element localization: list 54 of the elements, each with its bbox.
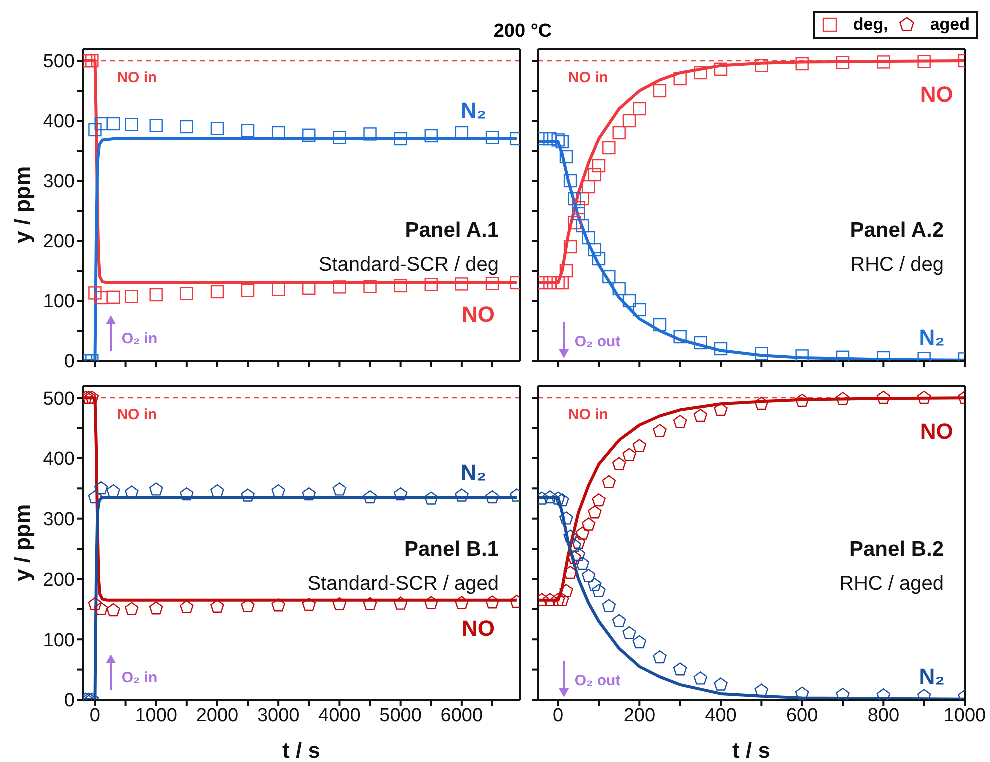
y-tick-label: 400 [43,112,75,133]
annotation: Panel B.2 [848,537,944,563]
annotation: Standard-SCR / aged [308,572,499,597]
annotation: N₂ [460,460,487,486]
y-tick-label: 0 [64,352,75,373]
annotation: NO [920,418,954,445]
annotation: N₂ [460,98,487,124]
annotation: NO [462,302,495,328]
annotation: RHC / deg [850,252,944,278]
y-tick-label: 200 [43,232,75,253]
x-tick-label: 5000 [380,705,422,726]
y-tick-label: 300 [43,172,75,193]
annotation: NO in [117,406,158,424]
y-axis-title: y / ppm [10,504,35,582]
annotation: NO in [117,70,158,87]
y-tick-label: 500 [43,388,75,410]
annotation: O₂ in [122,330,158,348]
y-tick-label: 0 [64,690,75,712]
x-tick-label: 600 [786,705,818,726]
x-tick-label: 6000 [440,705,484,726]
x-tick-label: 2000 [196,705,239,726]
y-tick-label: 100 [43,630,75,652]
annotation: O₂ out [574,672,621,690]
annotation: Standard-SCR / deg [318,252,499,278]
y-tick-label: 300 [43,510,75,531]
y-tick-label: 100 [43,292,75,313]
y-tick-label: 400 [43,449,75,470]
annotation: NO [462,616,495,642]
x-tick-label: 4000 [318,705,361,726]
legend-label: deg, [853,15,888,35]
x-tick-label: 1000 [944,705,986,726]
y-tick-label: 500 [43,52,75,73]
legend-label: aged [930,15,970,35]
annotation: Panel B.1 [403,537,499,563]
x-tick-label: 0 [90,705,101,726]
y-axis-title: y / ppm [10,166,35,244]
y-tick-label: 200 [43,570,75,591]
annotation: NO [920,82,954,108]
x-tick-label: 200 [624,705,656,726]
annotation: O₂ out [574,334,621,351]
chart-title: 200 °C [492,21,554,43]
x-tick-label: 400 [705,705,737,726]
x-tick-label: 3000 [257,705,300,726]
annotation: N₂ [919,664,945,690]
x-tick-label: 0 [553,705,564,726]
annotation: Panel A.2 [850,218,944,244]
annotation: RHC / aged [840,572,944,597]
annotation: Panel A.1 [404,218,499,244]
annotation: O₂ in [122,670,158,687]
annotation: N₂ [919,324,945,351]
annotation: NO in [568,406,608,424]
x-tick-label: 1000 [135,705,178,726]
x-tick-label: 800 [868,705,900,726]
annotation: NO in [568,70,608,87]
